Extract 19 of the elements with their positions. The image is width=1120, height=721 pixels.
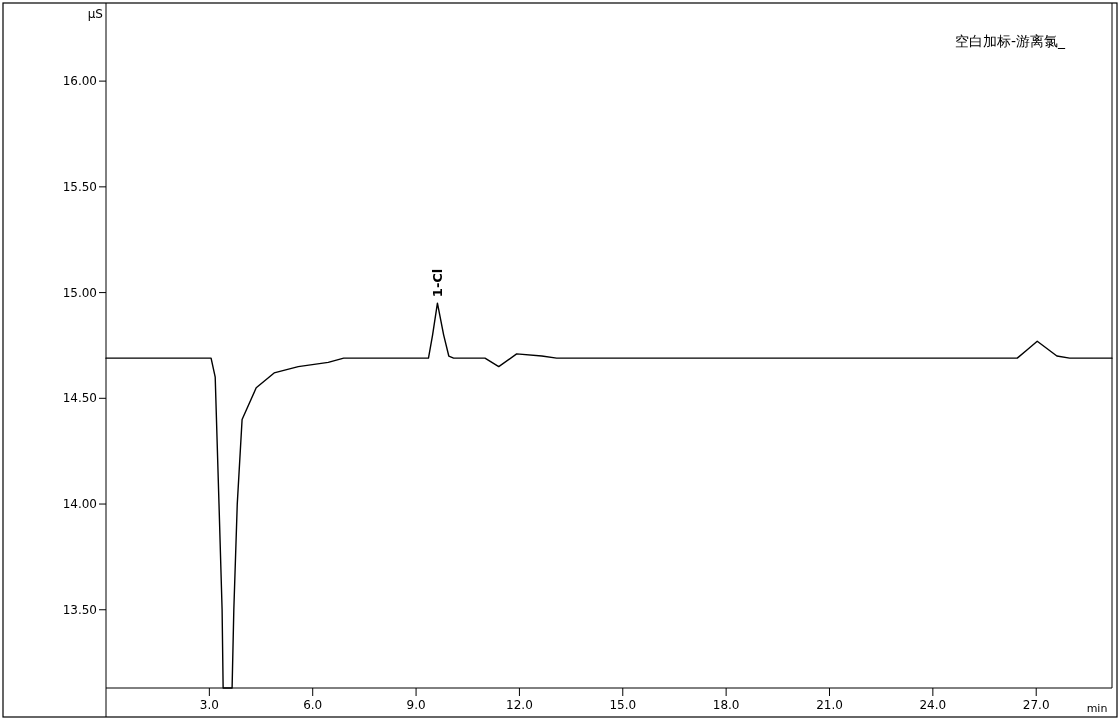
y-tick-label: 15.50: [62, 179, 97, 194]
y-tick-label: 15.00: [62, 285, 97, 300]
x-tick-label: 12.0: [506, 698, 533, 712]
x-tick-label: 18.0: [712, 698, 740, 712]
x-tick-label: 24.0: [919, 698, 947, 712]
x-tick-label: 27.0: [1022, 698, 1050, 712]
y-tick-label: 16.00: [62, 74, 97, 89]
x-axis-title: min: [1086, 702, 1108, 715]
x-tick-label: 6.0: [303, 698, 323, 712]
y-tick-label: 13.50: [62, 602, 97, 617]
x-tick-label: 15.0: [609, 698, 637, 712]
annotation: 1-Cl: [430, 268, 446, 298]
y-tick-label: 14.00: [62, 497, 97, 512]
x-tick-label: 3.0: [199, 698, 219, 712]
y-tick-label: 14.50: [62, 391, 97, 406]
y-axis-title: μS: [87, 7, 103, 21]
x-tick-label: 9.0: [406, 698, 426, 712]
text: 空白加标-游离氯_: [954, 33, 1066, 49]
x-tick-label: 21.0: [816, 698, 843, 712]
